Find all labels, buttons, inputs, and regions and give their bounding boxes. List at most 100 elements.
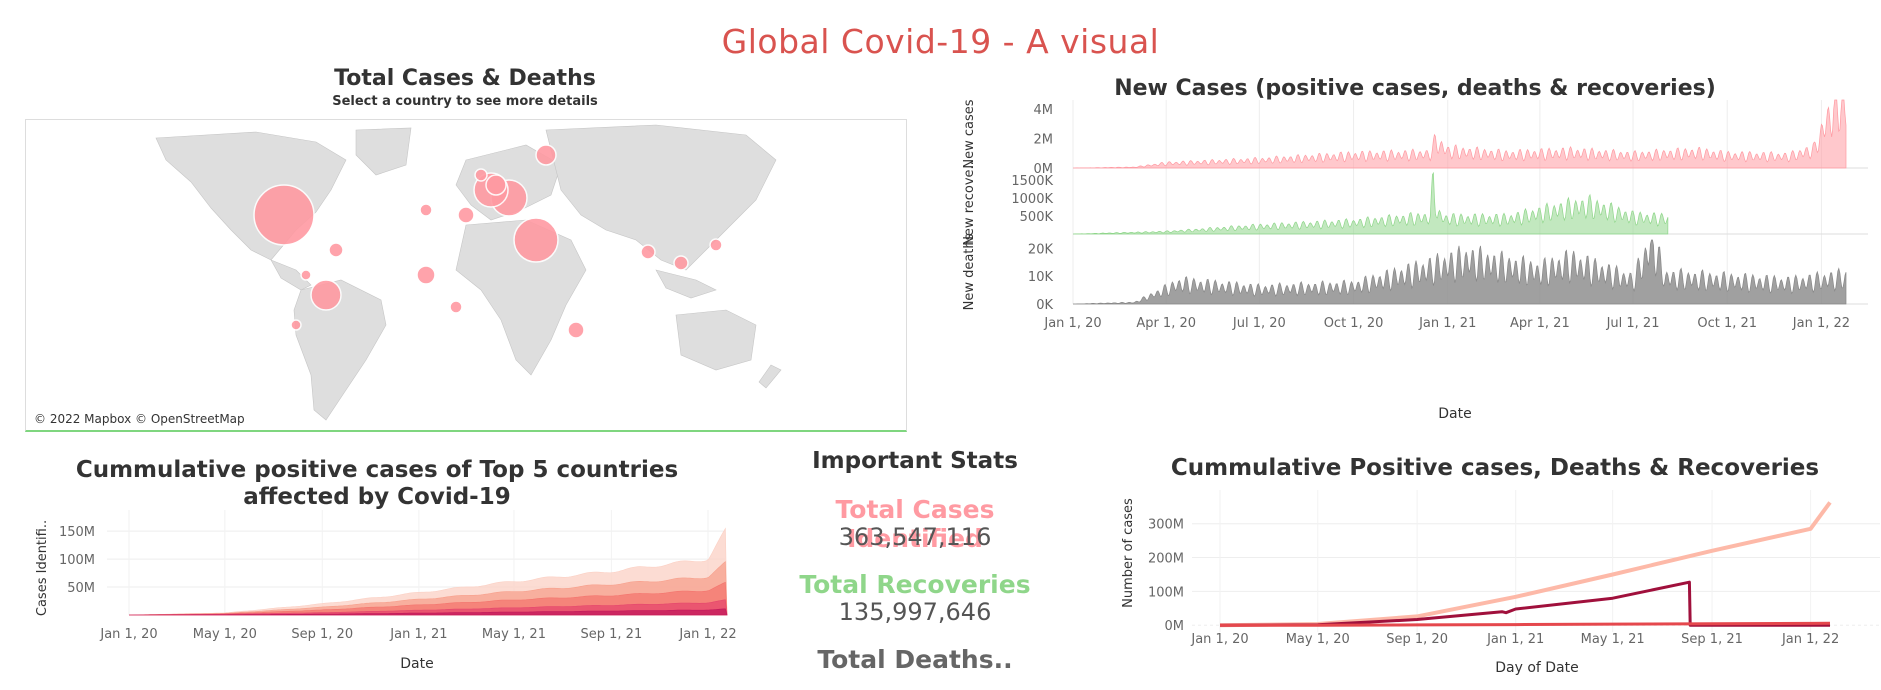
top5-y-tick-0: 50M	[67, 581, 95, 596]
map-bubble-11	[474, 168, 488, 182]
cumulative-y-tick-0: 0M	[1165, 619, 1185, 634]
top5-x-tick-4: May 1, 21	[482, 627, 546, 642]
map-bubble-15	[449, 300, 463, 314]
map-subtitle: Select a country to see more details	[332, 94, 598, 109]
series-area-new-cases	[1073, 99, 1847, 169]
x-tick-7: Oct 1, 21	[1697, 316, 1757, 331]
new-cases-x-label: Date	[1438, 406, 1471, 422]
map-bubble-10	[419, 203, 433, 217]
new-cases-panel-1: 500K 1000K 1500K New recove..	[962, 161, 1868, 246]
total-cases-value: 363,547,116	[838, 523, 992, 551]
x-tick-0: Jan 1, 20	[1043, 316, 1101, 331]
map-bubble-18	[485, 174, 507, 196]
top5-x-tick-0: Jan 1, 20	[99, 627, 157, 642]
y-tick-2-2: 20K	[1028, 242, 1054, 257]
cumulative-y-tick-3: 300M	[1148, 518, 1184, 533]
map-bubbles[interactable]	[253, 144, 723, 339]
y-tick-1-0: 500K	[1020, 210, 1054, 225]
top5-x-tick-1: May 1, 20	[193, 627, 257, 642]
cumulative-lines	[1219, 501, 1832, 628]
y-tick-2-1: 10K	[1028, 270, 1054, 285]
cumulative-x-tick-1: May 1, 20	[1286, 632, 1350, 647]
total-deaths-label: Total Deaths..	[817, 645, 1013, 674]
top5-x-tick-6: Jan 1, 22	[678, 627, 736, 642]
new-cases-panel-0: 0M 2M 4M New cases	[962, 99, 1868, 177]
map-bubble-16	[709, 238, 723, 252]
y-tick-1-2: 1500K	[1011, 174, 1053, 189]
map-bubble-17	[457, 206, 475, 224]
cumulative-y-label: Number of cases	[1121, 498, 1136, 608]
world-map-svg	[155, 124, 782, 421]
new-cases-panels: 0M 2M 4M New cases 500K 1000K 1500K New recove.…	[962, 99, 1868, 313]
top5-y-label: Cases Identifi..	[35, 520, 50, 616]
top5-y-tick-1: 100M	[59, 553, 95, 568]
x-tick-1: Apr 1, 20	[1136, 316, 1196, 331]
y-tick-2-0: 0K	[1036, 298, 1053, 313]
map-bubble-9	[567, 321, 585, 339]
y-tick-0-1: 2M	[1034, 132, 1054, 147]
cumulative-x-tick-4: May 1, 21	[1581, 632, 1645, 647]
cumulative-chart: Cummulative Positive cases, Deaths & Rec…	[1121, 455, 1880, 676]
new-cases-x-ticks: Jan 1, 20 Apr 1, 20 Jul 1, 20 Oct 1, 20 Jan …	[1043, 316, 1850, 331]
y-tick-0-0: 0M	[1034, 162, 1054, 177]
map-title: Total Cases & Deaths	[334, 66, 596, 91]
land-australia	[675, 309, 757, 371]
land-greenland	[355, 127, 412, 176]
y-tick-0-2: 4M	[1034, 103, 1054, 118]
land-north-america	[155, 131, 347, 261]
land-central-america	[270, 259, 312, 291]
cumulative-x-ticks: Jan 1, 20 May 1, 20 Sep 1, 20 Jan 1, 21 May …	[1190, 632, 1839, 647]
map-bubble-14	[290, 319, 302, 331]
new-cases-chart: New Cases (positive cases, deaths & reco…	[962, 76, 1868, 422]
land-new-zealand	[758, 364, 782, 389]
map-bubble-2	[513, 217, 559, 263]
stats-title: Important Stats	[812, 448, 1018, 474]
cumulative-series-line-2	[1220, 621, 1831, 627]
cumulative-x-label: Day of Date	[1495, 660, 1579, 676]
map-bubble-7	[535, 144, 557, 166]
top5-y-tick-2: 150M	[59, 525, 95, 540]
top5-y-ticks: 50M 100M 150M	[59, 525, 95, 596]
cumulative-x-tick-2: Sep 1, 20	[1386, 632, 1448, 647]
top5-x-tick-5: Sep 1, 21	[581, 627, 643, 642]
panel-y-label-1: New recove..	[962, 161, 977, 246]
series-area-new-recoveries	[1073, 171, 1669, 235]
top5-chart: Cummulative positive cases of Top 5 coun…	[35, 457, 737, 672]
top5-x-ticks: Jan 1, 20 May 1, 20 Sep 1, 20 Jan 1, 21 May …	[99, 627, 736, 642]
panel-y-label-2: New deaths	[962, 233, 977, 310]
new-cases-gridlines	[1072, 100, 1822, 304]
total-cases-label: Total Cases Identified	[835, 495, 995, 553]
x-tick-8: Jan 1, 22	[1792, 316, 1850, 331]
x-tick-3: Oct 1, 20	[1324, 316, 1384, 331]
cumulative-x-tick-0: Jan 1, 20	[1190, 632, 1248, 647]
world-map[interactable]: © 2022 Mapbox © OpenStreetMap	[25, 119, 907, 432]
top5-title-line2: affected by Covid-19	[243, 484, 511, 510]
x-tick-5: Apr 1, 21	[1510, 316, 1570, 331]
panel-y-label-0: New cases	[962, 99, 977, 168]
series-area-new-deaths	[1073, 239, 1847, 305]
top5-series-area-0	[129, 608, 728, 616]
cumulative-title: Cummulative Positive cases, Deaths & Rec…	[1171, 455, 1819, 481]
x-tick-2: Jul 1, 20	[1232, 316, 1286, 331]
top5-x-label: Date	[400, 656, 433, 672]
map-bubble-5	[416, 265, 436, 285]
land-asia	[545, 124, 777, 271]
cumulative-x-tick-5: Sep 1, 21	[1681, 632, 1743, 647]
new-cases-title: New Cases (positive cases, deaths & reco…	[1114, 76, 1716, 101]
cumulative-gridlines	[1192, 490, 1880, 632]
map-bubble-1	[310, 279, 342, 311]
cumulative-x-tick-3: Jan 1, 21	[1486, 632, 1544, 647]
total-recoveries-label: Total Recoveries	[799, 570, 1031, 599]
top5-x-tick-3: Jan 1, 21	[389, 627, 447, 642]
new-cases-panel-2: 0K 10K 20K New deaths	[962, 233, 1868, 313]
map-bubble-6	[673, 255, 689, 271]
map-bubble-8	[640, 244, 656, 260]
map-bubble-13	[300, 269, 312, 281]
top5-areas	[128, 527, 728, 616]
map-credit: © 2022 Mapbox © OpenStreetMap	[34, 412, 245, 426]
x-tick-4: Jan 1, 21	[1418, 316, 1476, 331]
cumulative-y-tick-1: 100M	[1148, 585, 1184, 600]
top5-x-tick-2: Sep 1, 20	[291, 627, 353, 642]
cumulative-series-line-1	[1219, 580, 1830, 627]
land-africa	[455, 219, 587, 376]
